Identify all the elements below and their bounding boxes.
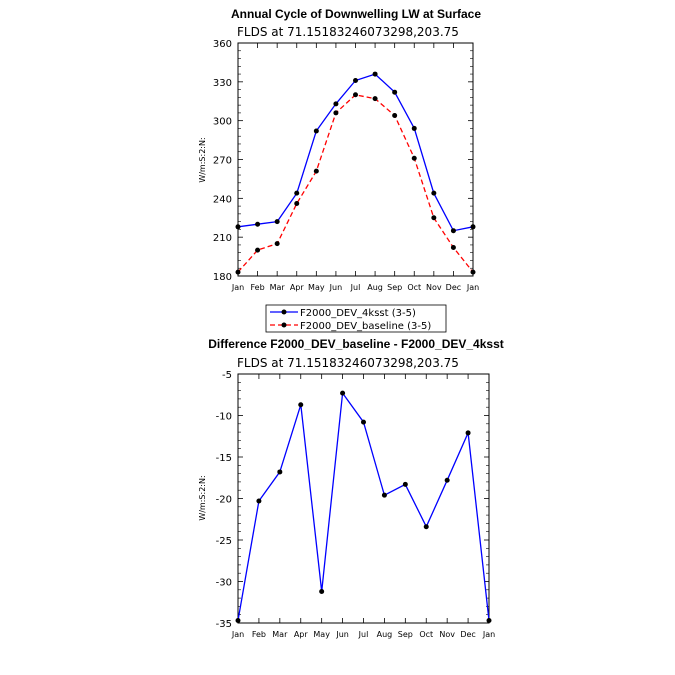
y-tick-label-top: 180 (213, 272, 232, 283)
data-point-bottom-0 (486, 618, 492, 624)
x-tick-label-top: Jan (466, 283, 479, 292)
series-line-top-0 (237, 73, 474, 232)
data-point-bottom-0 (298, 402, 304, 408)
data-point-top-1 (470, 269, 476, 275)
data-point-top-0 (255, 221, 261, 227)
data-point-bottom-0 (319, 588, 325, 594)
x-tick-label-top: Nov (426, 283, 442, 292)
x-tick-label-bottom: Dec (460, 630, 475, 639)
y-tick-label-top: 360 (213, 39, 232, 50)
x-tick-label-bottom: Feb (252, 630, 266, 639)
y-tick-label-top: 330 (213, 78, 232, 89)
x-tick-label-bottom: Jun (335, 630, 349, 639)
series-line-top-1 (237, 94, 474, 273)
data-point-bottom-0 (277, 469, 283, 475)
plot-frame-bottom (237, 373, 490, 624)
y-tick-label-bottom: -5 (222, 370, 232, 381)
data-point-top-1 (450, 245, 456, 251)
data-point-bottom-0 (381, 492, 387, 498)
plot-frame-top (237, 42, 474, 277)
data-point-top-0 (392, 89, 398, 95)
x-tick-label-bottom: Apr (294, 630, 309, 639)
x-tick-label-top: Mar (270, 283, 286, 292)
data-point-bottom-0 (235, 618, 241, 624)
data-point-top-1 (313, 168, 319, 174)
data-point-top-0 (235, 224, 241, 230)
data-point-top-0 (431, 190, 437, 196)
x-tick-label-top: May (308, 283, 325, 292)
x-tick-label-top: Jan (231, 283, 244, 292)
x-tick-label-bottom: Nov (439, 630, 455, 639)
chart-top: Annual Cycle of Downwelling LW at Surfac… (198, 7, 481, 333)
y-tick-label-bottom: -10 (216, 412, 232, 423)
chart-bottom-subtitle: FLDS at 71.15183246073298,203.75 (237, 356, 459, 370)
data-point-top-0 (294, 190, 300, 196)
data-point-top-1 (431, 215, 437, 221)
y-tick-label-bottom: -20 (216, 495, 232, 506)
chart-bottom: Difference F2000_DEV_baseline - F2000_DE… (198, 337, 504, 639)
data-point-top-1 (411, 155, 417, 161)
x-tick-label-top: Jun (329, 283, 343, 292)
chart-top-legend: F2000_DEV_4ksst (3-5) F2000_DEV_baseline… (265, 304, 447, 333)
x-tick-label-top: Aug (367, 283, 383, 292)
data-point-top-1 (372, 96, 378, 102)
chart-top-ylabel: W/m:S:2:N: (198, 137, 207, 182)
data-point-top-1 (294, 201, 300, 207)
data-point-top-1 (255, 247, 261, 253)
data-point-top-1 (274, 241, 280, 247)
y-tick-label-top: 300 (213, 117, 232, 128)
data-point-bottom-0 (256, 498, 262, 504)
x-tick-label-bottom: Mar (272, 630, 288, 639)
legend-marker-baseline (281, 322, 287, 328)
x-tick-label-bottom: Sep (398, 630, 413, 639)
data-point-bottom-0 (465, 430, 471, 436)
data-point-top-0 (333, 101, 339, 107)
x-tick-label-top: Sep (387, 283, 402, 292)
legend-box (265, 304, 447, 333)
x-tick-label-top: Apr (290, 283, 305, 292)
x-tick-label-bottom: May (313, 630, 330, 639)
legend-label-baseline: F2000_DEV_baseline (3-5) (300, 321, 431, 332)
data-point-top-0 (274, 219, 280, 225)
data-point-top-0 (470, 224, 476, 230)
data-point-bottom-0 (423, 524, 429, 530)
chart-top-subtitle: FLDS at 71.15183246073298,203.75 (237, 25, 459, 39)
x-tick-label-bottom: Oct (419, 630, 433, 639)
x-tick-label-top: Jul (350, 283, 361, 292)
legend-marker-4ksst (281, 309, 287, 315)
data-point-top-0 (313, 128, 319, 134)
data-point-top-1 (235, 269, 241, 275)
data-point-top-0 (372, 71, 378, 77)
data-point-top-0 (411, 125, 417, 131)
chart-bottom-title: Difference F2000_DEV_baseline - F2000_DE… (208, 337, 504, 351)
x-tick-label-bottom: Jul (358, 630, 369, 639)
legend-label-4ksst: F2000_DEV_4ksst (3-5) (300, 308, 416, 319)
y-tick-label-top: 270 (213, 156, 232, 167)
y-tick-label-bottom: -15 (216, 453, 232, 464)
data-point-top-1 (392, 112, 398, 118)
y-tick-label-top: 210 (213, 233, 232, 244)
series-line-bottom-0 (237, 391, 490, 621)
chart-bottom-ylabel: W/m:S:2:N: (198, 475, 207, 520)
data-point-bottom-0 (340, 390, 346, 396)
data-point-top-1 (333, 110, 339, 116)
x-tick-label-bottom: Jan (231, 630, 244, 639)
x-tick-label-top: Dec (446, 283, 461, 292)
data-point-top-1 (353, 92, 358, 98)
data-point-bottom-0 (444, 477, 450, 483)
data-point-bottom-0 (402, 481, 408, 487)
data-point-bottom-0 (361, 419, 366, 425)
data-point-top-0 (353, 78, 358, 84)
data-point-top-0 (450, 228, 456, 234)
y-tick-label-bottom: -30 (216, 578, 232, 589)
x-tick-label-top: Oct (407, 283, 421, 292)
y-tick-label-bottom: -25 (216, 536, 232, 547)
x-tick-label-bottom: Aug (377, 630, 393, 639)
x-tick-label-top: Feb (250, 283, 264, 292)
y-tick-label-top: 240 (213, 194, 232, 205)
x-tick-label-bottom: Jan (482, 630, 495, 639)
y-tick-label-bottom: -35 (216, 619, 232, 630)
chart-top-title: Annual Cycle of Downwelling LW at Surfac… (231, 7, 481, 21)
